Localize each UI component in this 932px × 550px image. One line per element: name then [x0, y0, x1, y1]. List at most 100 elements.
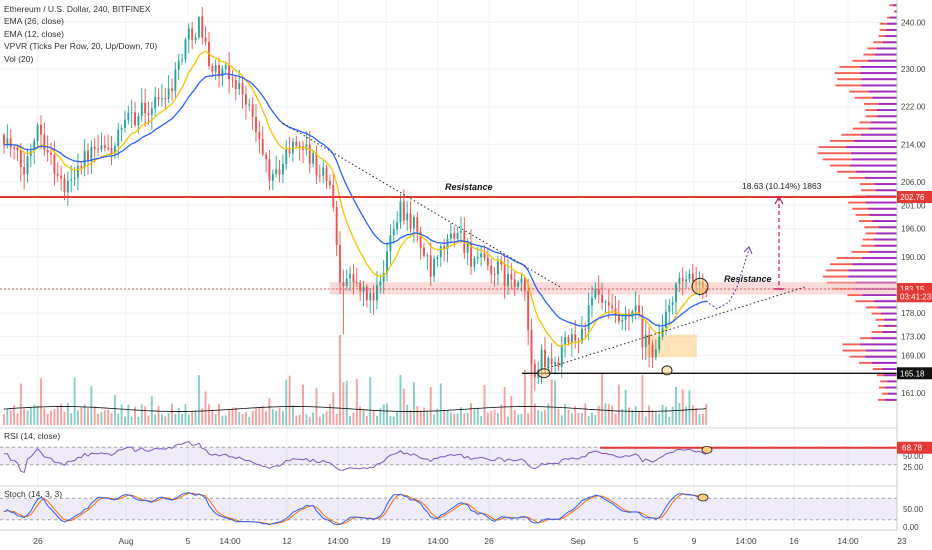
volume-bar	[23, 408, 26, 425]
candle-body	[144, 102, 147, 114]
volume-bar	[308, 416, 311, 425]
candle-body	[100, 145, 103, 150]
candle-body	[16, 147, 19, 151]
volume-bar	[9, 410, 12, 425]
volume-bar	[261, 405, 264, 425]
volume-bar	[241, 414, 244, 425]
vpvr-row-up	[884, 324, 897, 327]
candle-body	[416, 217, 419, 232]
indicator-ema12[interactable]: EMA (12, close)	[4, 28, 64, 39]
volume-bar	[651, 410, 654, 425]
price-tick: 222.00	[901, 103, 926, 112]
candle-body	[574, 334, 577, 341]
candle-body	[349, 274, 352, 279]
candle-body	[9, 138, 12, 148]
candle-body	[419, 231, 422, 248]
candle-body	[460, 231, 462, 233]
candle-body	[486, 257, 489, 266]
breakout-circle	[691, 277, 709, 295]
candle-body	[43, 134, 46, 150]
candle-body	[177, 60, 180, 70]
volume-bar	[134, 406, 136, 425]
vpvr-row-up	[848, 275, 897, 278]
candle-body	[147, 113, 150, 115]
candle-body	[547, 358, 550, 368]
volume-bar	[3, 414, 5, 425]
volume-bar	[584, 403, 587, 425]
volume-bar	[228, 410, 231, 425]
candle-body	[308, 144, 311, 164]
volume-bar	[617, 384, 620, 425]
volume-bar	[406, 404, 409, 425]
vpvr-row-up	[864, 176, 897, 179]
candle-body	[140, 102, 143, 117]
volume-bar	[238, 411, 241, 425]
candle-body	[134, 112, 136, 126]
candle-body	[281, 164, 284, 175]
candle-body	[53, 154, 56, 174]
vpvr-row-up	[865, 355, 897, 358]
vpvr-row-up	[856, 170, 897, 173]
candle-body	[36, 124, 39, 141]
indicator-vol[interactable]: Vol (20)	[4, 53, 34, 64]
vpvr-row-up	[860, 65, 897, 68]
ema26-line	[3, 73, 707, 327]
volume-bar	[194, 410, 197, 425]
accumulation-box	[645, 334, 697, 358]
volume-bar	[698, 414, 701, 425]
vpvr-row-up	[861, 78, 897, 81]
candle-body	[443, 246, 446, 250]
price-tick: 206.00	[901, 178, 926, 187]
candle-body	[638, 305, 640, 315]
volume-bar	[661, 404, 664, 425]
candle-body	[429, 255, 432, 277]
volume-bar	[6, 408, 9, 425]
volume-bar	[416, 406, 419, 425]
volume-bar	[705, 403, 708, 425]
candle-body	[493, 274, 496, 276]
volume-bar	[120, 404, 123, 425]
vpvr-row-up	[882, 331, 897, 333]
candle-body	[527, 290, 530, 331]
candle-body	[87, 150, 89, 162]
candle-body	[554, 361, 556, 365]
volume-bar	[13, 405, 16, 425]
candle-body	[580, 328, 583, 342]
volume-bar	[332, 392, 335, 425]
time-axis-bg	[0, 530, 897, 550]
vpvr-row-up	[883, 41, 897, 44]
candle-body	[40, 124, 42, 135]
indicator-ema26[interactable]: EMA (26, close)	[4, 16, 64, 27]
candle-body	[490, 265, 493, 275]
volume-bar	[607, 404, 610, 425]
candle-body	[372, 293, 375, 301]
price-label: 202.76	[900, 193, 925, 202]
volume-bar	[604, 403, 607, 425]
vpvr-row-up	[848, 269, 897, 272]
volume-bar	[486, 412, 489, 425]
volume-bar	[382, 404, 385, 425]
volume-bar	[513, 410, 516, 425]
volume-bar	[691, 405, 694, 425]
volume-bar	[520, 413, 523, 425]
price-tick: 178.00	[901, 309, 926, 318]
candle-body	[285, 149, 288, 165]
volume-bar	[221, 415, 224, 425]
candle-body	[201, 16, 204, 38]
volume-bar	[587, 416, 590, 425]
volume-bar	[144, 406, 147, 425]
candle-body	[255, 116, 257, 133]
stoch-tick: 0.00	[903, 523, 919, 532]
volume-bar	[295, 415, 298, 425]
vpvr-row-up	[869, 127, 897, 130]
price-tick: 161.00	[901, 389, 926, 398]
candle-body	[90, 147, 93, 162]
volume-bar	[204, 391, 207, 425]
indicator-vpvr[interactable]: VPVR (Ticks Per Row, 20, Up/Down, 70)	[4, 41, 158, 52]
symbol-title[interactable]: Ethereum / U.S. Dollar, 240, BITFINEX	[4, 4, 151, 14]
volume-bar	[614, 413, 617, 425]
stoch-k-line	[3, 492, 707, 526]
volume-bar	[53, 409, 56, 425]
candle-body	[107, 148, 110, 150]
